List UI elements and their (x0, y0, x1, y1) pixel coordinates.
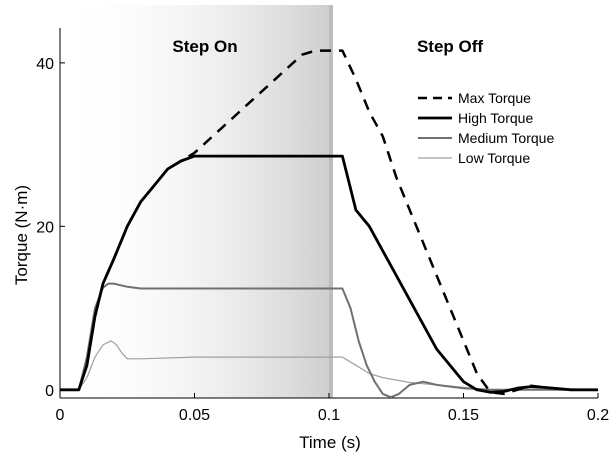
y-tick-label: 0 (45, 383, 54, 400)
step-on-shade-edge (329, 5, 333, 398)
y-tick-label: 20 (36, 219, 54, 236)
x-axis-ticks: 0 0.05 0.1 0.15 0.2 (56, 393, 609, 424)
series-group (60, 49, 598, 399)
series-line-high-torque (60, 154, 598, 394)
legend-item-high-torque: High Torque (418, 110, 533, 126)
phase-label-step-on: Step On (172, 37, 237, 56)
x-tick-label: 0.15 (448, 407, 479, 424)
legend-item-max-torque: Max Torque (418, 90, 531, 106)
step-on-shaded-region (60, 5, 329, 398)
series-line-medium-torque (60, 282, 598, 399)
y-axis-ticks: 0 20 40 (36, 56, 65, 400)
x-tick-label: 0 (56, 407, 65, 424)
y-axis-title: Torque (N·m) (12, 185, 31, 285)
x-axis-title: Time (s) (299, 433, 361, 452)
x-tick-label: 0.05 (179, 407, 210, 424)
x-tick-label: 0.1 (318, 407, 340, 424)
legend-item-medium-torque: Medium Torque (418, 130, 554, 146)
legend-label-high-torque: High Torque (458, 110, 533, 126)
series-line-low-torque (60, 340, 598, 391)
legend-label-medium-torque: Medium Torque (458, 130, 554, 146)
legend: Max Torque High Torque Medium Torque Low… (418, 90, 554, 166)
legend-item-low-torque: Low Torque (418, 150, 530, 166)
y-tick-label: 40 (36, 56, 54, 73)
legend-label-max-torque: Max Torque (458, 90, 531, 106)
series-line-max-torque (60, 49, 598, 396)
x-tick-label: 0.2 (587, 407, 609, 424)
phase-label-step-off: Step Off (417, 37, 483, 56)
legend-label-low-torque: Low Torque (458, 150, 530, 166)
